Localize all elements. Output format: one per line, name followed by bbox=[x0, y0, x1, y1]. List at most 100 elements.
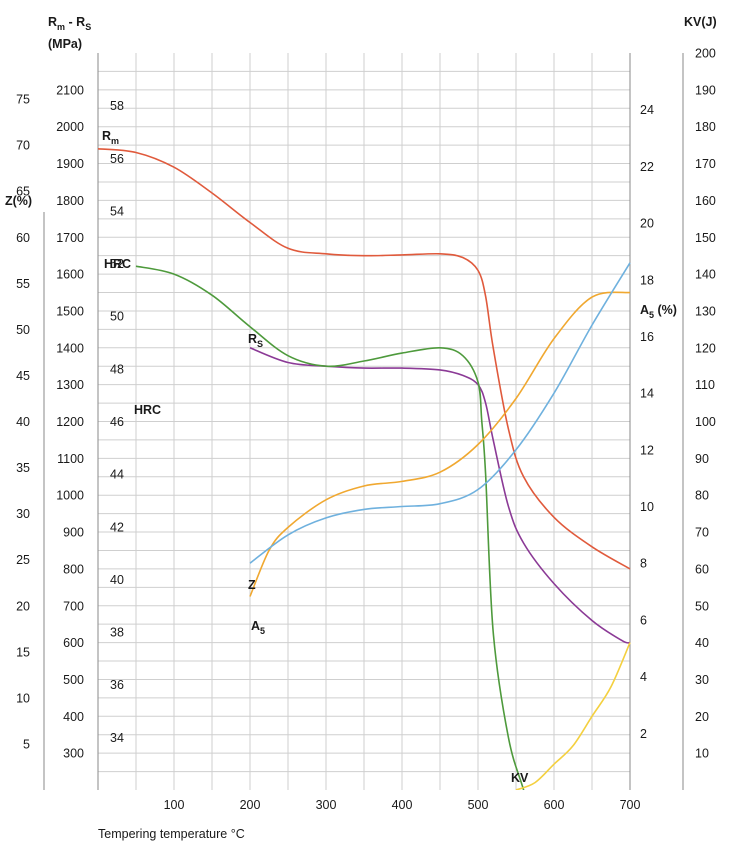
hrc-tick-label: 42 bbox=[110, 520, 124, 534]
x-tick-label: 500 bbox=[468, 798, 489, 812]
rm-rs-tick-label: 1100 bbox=[57, 452, 84, 466]
a5-tick-label: 20 bbox=[640, 217, 654, 231]
series-z-line bbox=[249, 291, 631, 597]
kv-tick-label: 90 bbox=[695, 452, 709, 466]
z-tick-label: 45 bbox=[16, 369, 30, 383]
series-kv-line bbox=[515, 642, 631, 790]
series-rs-label: RS bbox=[248, 332, 263, 349]
z-tick-label: 60 bbox=[16, 231, 30, 245]
rm-rs-tick-label: 900 bbox=[63, 526, 84, 540]
kv-tick-label: 110 bbox=[695, 378, 715, 392]
z-tick-label: 70 bbox=[16, 139, 30, 153]
series-rs-line bbox=[249, 347, 631, 644]
kv-axis-title: KV(J) bbox=[684, 15, 717, 29]
z-tick-label: 40 bbox=[16, 415, 30, 429]
kv-tick-label: 160 bbox=[695, 194, 716, 208]
hrc-tick-label: 50 bbox=[110, 310, 124, 324]
z-tick-label: 65 bbox=[16, 185, 30, 199]
a5-tick-label: 14 bbox=[640, 387, 654, 401]
series-a5-line bbox=[249, 262, 631, 564]
z-tick-label: 20 bbox=[16, 599, 30, 613]
hrc-tick-label: 34 bbox=[110, 731, 124, 745]
hrc-tick-label: 54 bbox=[110, 204, 124, 218]
hrc-tick-label: 48 bbox=[110, 362, 124, 376]
rm-rs-tick-label: 800 bbox=[63, 562, 84, 576]
hrc-tick-label: 58 bbox=[110, 99, 124, 113]
z-axis-title: Z(%) bbox=[5, 194, 32, 208]
rm-rs-tick-label: 2000 bbox=[56, 120, 84, 134]
kv-tick-label: 190 bbox=[695, 83, 716, 97]
a5-tick-label: 10 bbox=[640, 500, 654, 514]
kv-tick-label: 40 bbox=[695, 636, 709, 650]
labels: 100 200 300 400 500 600 700 Tempering temperatu… bbox=[5, 15, 717, 841]
hrc-tick-label: 40 bbox=[110, 573, 124, 587]
x-axis-title: Tempering temperature °C bbox=[98, 827, 245, 841]
a5-tick-label: 24 bbox=[640, 103, 654, 117]
rm-rs-tick-label: 500 bbox=[63, 673, 84, 687]
a5-tick-label: 12 bbox=[640, 443, 654, 457]
rm-rs-axis-unit: (MPa) bbox=[48, 37, 82, 51]
a5-tick-label: 18 bbox=[640, 273, 654, 287]
rm-rs-tick-label: 1300 bbox=[56, 378, 84, 392]
hrc-tick-label: 46 bbox=[110, 415, 124, 429]
hrc-tick-label: 38 bbox=[110, 626, 124, 640]
rm-rs-tick-label: 300 bbox=[63, 747, 84, 761]
rm-rs-tick-label: 1800 bbox=[56, 194, 84, 208]
a5-tick-label: 22 bbox=[640, 160, 654, 174]
kv-tick-label: 100 bbox=[695, 415, 716, 429]
z-tick-label: 55 bbox=[16, 277, 30, 291]
kv-tick-label: 150 bbox=[695, 231, 716, 245]
kv-tick-label: 80 bbox=[695, 489, 709, 503]
rm-rs-tick-label: 1700 bbox=[56, 231, 84, 245]
series-rm-line bbox=[98, 148, 631, 570]
rm-rs-tick-label: 1600 bbox=[56, 268, 84, 282]
gridlines bbox=[98, 53, 630, 790]
rm-rs-tick-label: 2100 bbox=[56, 83, 84, 97]
kv-tick-label: 180 bbox=[695, 120, 716, 134]
kv-tick-label: 170 bbox=[695, 157, 716, 171]
z-tick-label: 30 bbox=[16, 507, 30, 521]
series-z-label: Z bbox=[248, 578, 256, 592]
kv-tick-label: 20 bbox=[695, 710, 709, 724]
x-tick-label: 300 bbox=[316, 798, 337, 812]
kv-tick-label: 50 bbox=[695, 599, 709, 613]
hrc-tick-label: 36 bbox=[110, 678, 124, 692]
z-tick-label: 35 bbox=[16, 461, 30, 475]
x-tick-label: 200 bbox=[240, 798, 261, 812]
series-hrc-label: HRC bbox=[134, 403, 161, 417]
kv-tick-label: 120 bbox=[695, 341, 716, 355]
rm-rs-axis-title: Rm - RS bbox=[48, 15, 91, 32]
hrc-tick-label: 44 bbox=[110, 468, 124, 482]
axes bbox=[43, 53, 684, 790]
kv-tick-label: 60 bbox=[695, 562, 709, 576]
rm-rs-tick-label: 1500 bbox=[56, 304, 84, 318]
rm-rs-tick-label: 700 bbox=[63, 599, 84, 613]
z-tick-label: 75 bbox=[16, 93, 30, 107]
rm-rs-tick-label: 1200 bbox=[56, 415, 84, 429]
series-a5-label: A5 bbox=[251, 619, 265, 636]
a5-tick-label: 4 bbox=[640, 670, 647, 684]
rm-rs-tick-label: 1000 bbox=[56, 489, 84, 503]
a5-tick-label: 8 bbox=[640, 557, 647, 571]
kv-tick-label: 130 bbox=[695, 304, 716, 318]
x-tick-label: 600 bbox=[544, 798, 565, 812]
kv-tick-label: 70 bbox=[695, 526, 709, 540]
rm-rs-tick-label: 600 bbox=[63, 636, 84, 650]
z-tick-label: 10 bbox=[16, 691, 30, 705]
hrc-tick-label: 52 bbox=[110, 257, 124, 271]
x-tick-label: 100 bbox=[164, 798, 185, 812]
a5-tick-label: 6 bbox=[640, 613, 647, 627]
hrc-tick-label: 56 bbox=[110, 152, 124, 166]
a5-tick-label: 2 bbox=[640, 727, 647, 741]
a5-tick-label: 16 bbox=[640, 330, 654, 344]
kv-tick-label: 10 bbox=[695, 747, 709, 761]
z-tick-label: 25 bbox=[16, 553, 30, 567]
z-tick-label: 15 bbox=[16, 645, 30, 659]
z-tick-label: 50 bbox=[16, 323, 30, 337]
series-kv-label: KV bbox=[511, 771, 529, 785]
kv-tick-label: 30 bbox=[695, 673, 709, 687]
x-tick-label: 400 bbox=[392, 798, 413, 812]
kv-tick-label: 200 bbox=[695, 47, 716, 61]
series-hrc-line bbox=[135, 265, 525, 790]
